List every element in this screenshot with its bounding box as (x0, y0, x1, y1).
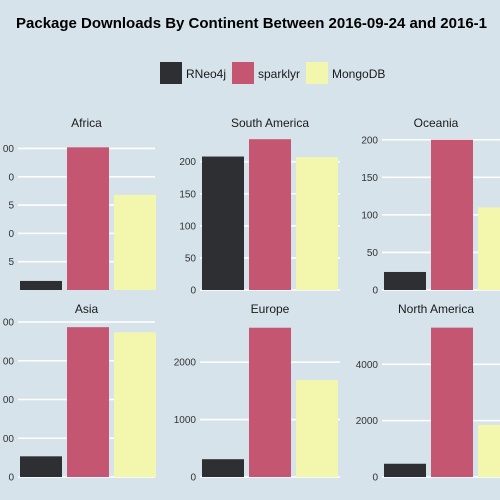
facet-label-south-america: South America (231, 116, 309, 130)
bar-asia-rneo4j (20, 456, 62, 477)
bar-asia-sparklyr (67, 327, 109, 477)
legend-swatch-mongodb (306, 62, 328, 84)
y-tick-label: 00 (3, 144, 15, 155)
bar-asia-mongodb (114, 332, 156, 477)
y-tick-label: 50 (185, 253, 197, 264)
y-tick-label: 0 (190, 286, 196, 297)
y-tick-label: 00 (3, 318, 15, 329)
bar-south-america-sparklyr (249, 139, 291, 290)
y-tick-label: 0 (372, 286, 378, 297)
y-tick-label: 00 (3, 395, 15, 406)
bar-africa-mongodb (114, 194, 156, 290)
bar-africa-sparklyr (67, 147, 109, 290)
legend-swatch-sparklyr (232, 62, 254, 84)
facet-label-north-america: North America (398, 302, 474, 316)
facet-label-asia: Asia (75, 302, 99, 316)
bar-europe-mongodb (296, 379, 338, 477)
y-tick-label: 00 (3, 356, 15, 367)
bar-south-america-mongodb (296, 157, 338, 290)
y-tick-label: 00 (3, 434, 15, 445)
y-tick-label: 1000 (174, 415, 197, 426)
bar-oceania-mongodb (478, 207, 500, 290)
bar-oceania-sparklyr (431, 139, 473, 290)
panel-north-america: North America 0 2000 4000 (356, 302, 500, 484)
y-tick-label: 150 (179, 189, 196, 200)
y-tick-label: 2000 (174, 358, 197, 369)
y-tick-label: 4000 (356, 360, 379, 371)
facet-label-europe: Europe (251, 302, 290, 316)
legend-label-rneo4j: RNeo4j (186, 67, 226, 81)
bar-africa-rneo4j (20, 280, 62, 290)
y-tick-label: 150 (361, 173, 378, 184)
y-tick-label: 100 (179, 221, 196, 232)
y-tick-label: 0 (8, 229, 14, 240)
facet-label-oceania: Oceania (414, 116, 459, 130)
y-tick-label: 200 (179, 157, 196, 168)
bar-europe-rneo4j (202, 459, 244, 477)
bar-oceania-rneo4j (384, 271, 426, 290)
panel-south-america: South America 0 50 100 150 200 (179, 116, 340, 297)
legend-label-sparklyr: sparklyr (258, 67, 300, 81)
y-tick-label: 0 (8, 172, 14, 183)
y-tick-label: 50 (367, 248, 379, 259)
panel-europe: Europe 0 1000 2000 (174, 302, 340, 484)
bar-north-america-rneo4j (384, 463, 426, 477)
facet-label-africa: Africa (71, 116, 102, 130)
bar-europe-sparklyr (249, 327, 291, 477)
y-tick-label: 0 (190, 473, 196, 484)
y-tick-label: 5 (8, 201, 14, 212)
y-tick-label: 200 (361, 135, 378, 146)
y-tick-label: 0 (8, 473, 14, 484)
y-tick-label: 5 (8, 257, 14, 268)
bar-south-america-rneo4j (202, 156, 244, 290)
y-tick-label: 100 (361, 210, 378, 221)
bar-north-america-mongodb (478, 424, 500, 477)
legend: RNeo4j sparklyr MongoDB (160, 62, 385, 84)
bar-north-america-sparklyr (431, 327, 473, 477)
panel-oceania: Oceania 0 50 100 150 200 (361, 116, 500, 297)
y-tick-label: 0 (372, 473, 378, 484)
legend-swatch-rneo4j (160, 62, 182, 84)
chart-title: Package Downloads By Continent Between 2… (16, 15, 487, 32)
y-tick-label: 2000 (356, 416, 379, 427)
legend-label-mongodb: MongoDB (332, 67, 385, 81)
